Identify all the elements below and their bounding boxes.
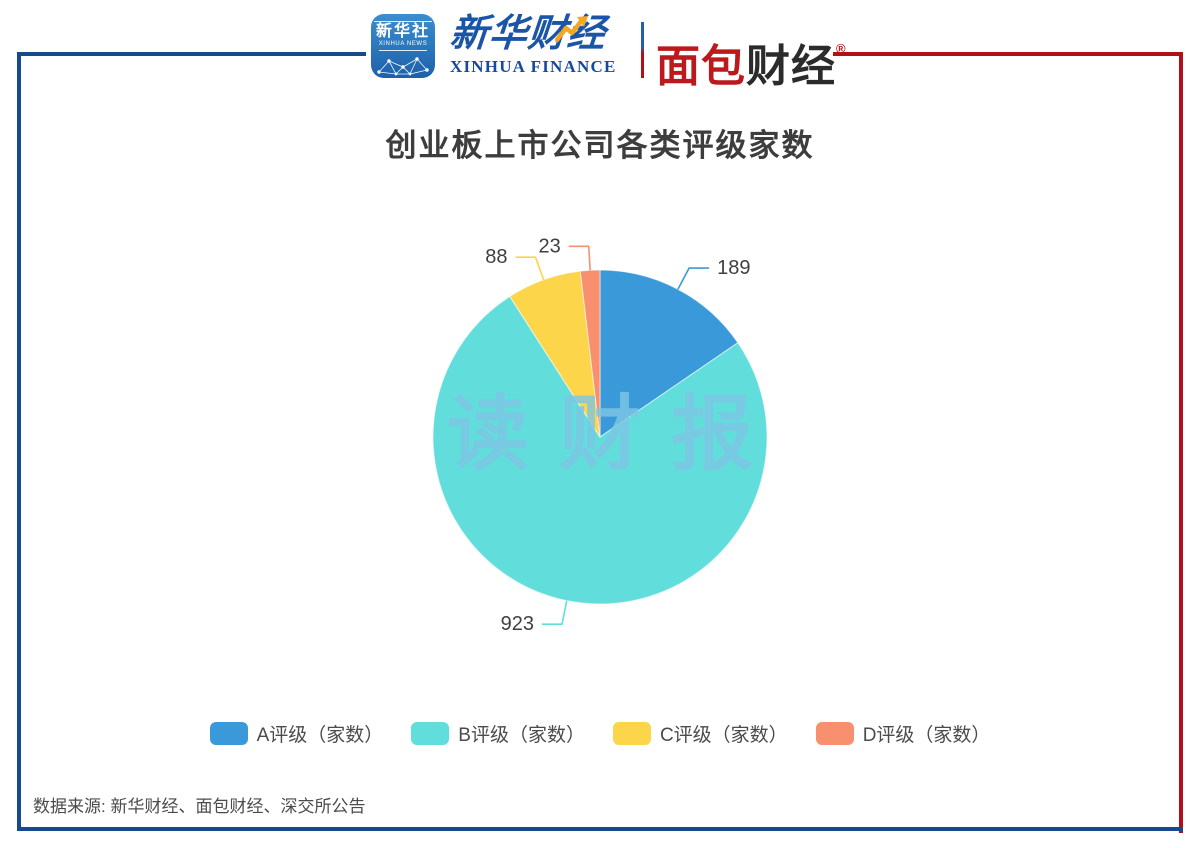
logo-divider: [641, 22, 644, 78]
frame-border-bottom: [17, 827, 1183, 831]
mianbao-logo-dark-part: 财经: [746, 42, 836, 91]
registered-trademark-mark: ®: [836, 41, 847, 56]
pie-slice-0[interactable]: [599, 269, 739, 438]
legend-label: C评级（家数）: [659, 725, 788, 746]
legend-color-swatch: [411, 722, 450, 745]
legend-color-swatch: [209, 722, 248, 745]
label-leader-line: [677, 267, 710, 290]
trend-arrow-icon: [555, 16, 588, 43]
legend-color-swatch: [815, 722, 854, 745]
legend-label: B评级（家数）: [458, 725, 585, 746]
label-leader-line: [515, 256, 545, 281]
mianbao-logo-red-part: 面包: [656, 42, 746, 91]
legend-item-0[interactable]: A评级（家数）: [209, 720, 384, 747]
slice-value-label: 23: [538, 235, 560, 257]
slice-value-label: 189: [717, 257, 750, 279]
mianbao-finance-logo: 面包财经®: [656, 20, 847, 91]
legend-item-1[interactable]: B评级（家数）: [411, 720, 585, 747]
xinhua-news-label: 新华社: [373, 21, 432, 40]
legend-item-3[interactable]: D评级（家数）: [815, 720, 991, 747]
frame-border-right: [1179, 52, 1183, 833]
legend-color-swatch: [612, 722, 651, 745]
chart-title: 创业板上市公司各类评级家数: [385, 128, 815, 163]
legend-label: A评级（家数）: [256, 725, 384, 746]
xinhua-news-app-icon: 新华社 XINHUA NEWS: [371, 14, 435, 78]
slice-value-label: 88: [485, 246, 507, 268]
slice-value-label: 923: [501, 613, 534, 635]
chart-legend: A评级（家数） B评级（家数） C评级（家数） D评级（家数）: [0, 720, 1200, 747]
frame-border-top-right: [833, 52, 1183, 56]
legend-item-2[interactable]: C评级（家数）: [612, 720, 788, 747]
label-leader-line: [541, 600, 568, 625]
label-leader-line: [568, 245, 591, 271]
frame-border-left: [17, 52, 21, 831]
legend-label: D评级（家数）: [862, 725, 991, 746]
xinhua-finance-latin-text: XINHUA FINANCE: [450, 57, 617, 76]
frame-border-top-left: [17, 52, 366, 56]
xinhua-news-sublabel: XINHUA NEWS: [378, 40, 428, 51]
pie-slice-3[interactable]: [579, 269, 601, 438]
network-constellation-icon: [377, 57, 429, 76]
data-source-text: 数据来源: 新华财经、面包财经、深交所公告: [33, 797, 366, 816]
xinhua-finance-logo: 新华财经 XINHUA FINANCE: [448, 12, 635, 78]
